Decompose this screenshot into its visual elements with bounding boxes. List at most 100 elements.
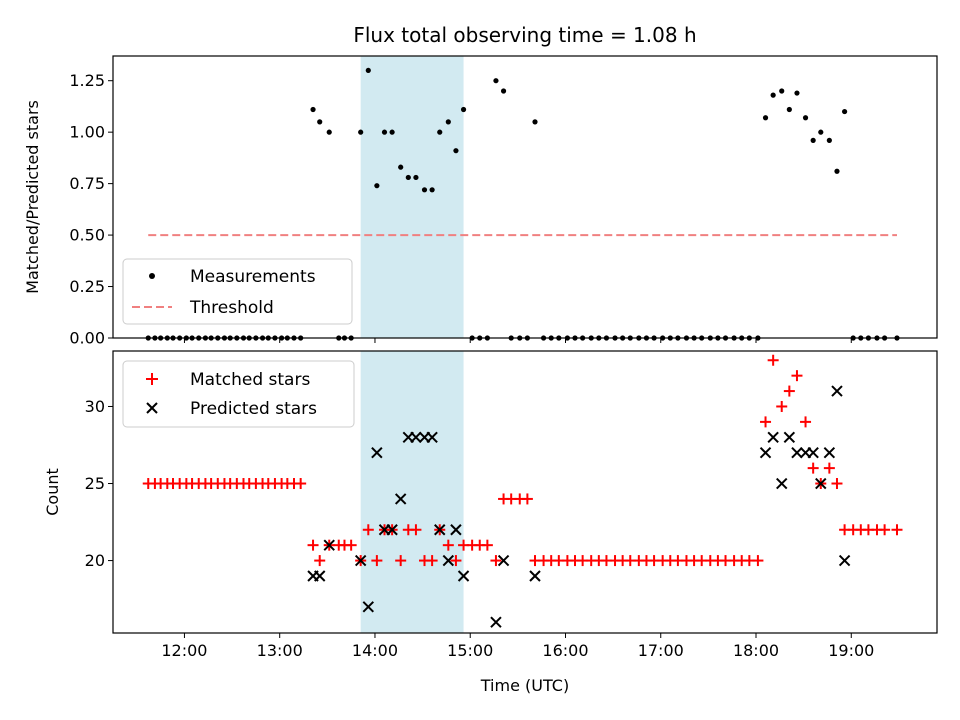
matched-star-point: [521, 493, 533, 505]
count-y-axis-label: Count: [43, 468, 62, 516]
predicted-star-point: [759, 446, 772, 459]
predicted-star-point: [323, 539, 335, 551]
predicted-star-point: [838, 554, 851, 567]
matched-star-point: [891, 524, 903, 536]
matched-star-point: [490, 555, 502, 567]
legend-predicted-label: Predicted stars: [190, 399, 317, 419]
predicted-star-point: [776, 477, 788, 490]
measurement-point: [310, 106, 316, 113]
predicted-star-point: [450, 524, 462, 536]
matched-star-point: [752, 555, 764, 567]
ratio-x-ticks: [183, 338, 852, 343]
y-tick-label: 1.00: [69, 123, 105, 142]
legend-matched-label: Matched stars: [190, 370, 310, 390]
measurement-point: [810, 137, 816, 143]
y-tick-label: 0.50: [69, 226, 105, 245]
predicted-star-point: [354, 554, 367, 567]
observing-window-shade-top: [360, 56, 464, 338]
count-x-ticks: 12:00 13:00 14:00 15:00 16:00 17:00 18:00 19:00: [161, 633, 874, 660]
measurement-point: [429, 187, 435, 193]
ratio-y-axis-label: Matched/Predicted stars: [23, 100, 42, 294]
y-tick-label: 0.00: [69, 329, 105, 348]
matched-star-point: [760, 416, 772, 428]
matched-star-point: [442, 539, 454, 551]
matched-star-point: [767, 354, 779, 366]
matched-star-point: [807, 462, 819, 474]
predicted-star-point: [394, 493, 407, 505]
x-tick-label: 17:00: [638, 641, 684, 660]
measurement-point: [500, 88, 507, 94]
predicted-star-point: [434, 524, 446, 536]
ratio-panel: 0.00 0.25 0.50 0.75 1.00 1.25 Matched/Predict…: [23, 55, 938, 348]
predicted-star-point: [791, 446, 803, 459]
measurement-point: [445, 119, 451, 125]
matched-star-point: [426, 555, 438, 567]
predicted-star-point: [497, 554, 510, 567]
measurement-point: [826, 137, 832, 143]
legend-threshold-label: Threshold: [189, 298, 274, 318]
matched-star-point: [450, 555, 462, 567]
measurement-point: [460, 106, 467, 113]
predicted-star-point: [410, 431, 422, 444]
measurement-point: [841, 108, 848, 115]
measurement-point: [358, 129, 364, 135]
predicted-star-point: [783, 431, 796, 444]
x-tick-label: 16:00: [542, 641, 588, 660]
measurement-point: [389, 129, 395, 135]
measurement-point: [802, 115, 809, 121]
matched-star-point: [791, 370, 803, 382]
measurement-point: [818, 129, 824, 135]
ratio-axes-frame: [112, 55, 938, 339]
measurement-point: [794, 90, 800, 96]
matched-star-point: [783, 385, 795, 397]
measurement-point: [326, 129, 332, 135]
predicted-star-point: [386, 524, 398, 536]
matched-star-point: [879, 524, 891, 536]
measurement-point: [421, 187, 428, 193]
x-tick-label: 14:00: [352, 641, 398, 660]
measurement-point: [532, 119, 538, 125]
predicted-star-point: [490, 616, 502, 628]
measurement-point: [398, 164, 404, 170]
measurement-point: [493, 78, 499, 84]
y-tick-label: 20: [85, 551, 105, 570]
legend-matched-marker: [146, 373, 158, 385]
matched-star-point: [295, 478, 307, 490]
predicted-star-point: [767, 431, 779, 444]
x-tick-label: 19:00: [828, 641, 874, 660]
matched-star-point: [395, 555, 407, 567]
ratio-legend: Measurements Threshold: [122, 258, 353, 325]
legend-measurements-marker: [149, 273, 155, 279]
matched-star-point: [314, 555, 326, 567]
chart-title: Flux total observing time = 1.08 h: [353, 23, 696, 47]
count-legend-box: [122, 360, 355, 428]
predicted-star-point: [371, 446, 383, 459]
y-tick-label: 1.25: [69, 71, 105, 90]
measurement-point: [834, 168, 840, 174]
measurement-point: [365, 67, 371, 74]
x-tick-label: 15:00: [447, 641, 493, 660]
predicted-star-point: [314, 570, 326, 582]
measurement-point: [779, 88, 785, 94]
matched-star-point: [481, 539, 493, 551]
predicted-star-point: [457, 570, 470, 582]
matched-star-point: [362, 524, 374, 536]
x-tick-label: 13:00: [257, 641, 303, 660]
predicted-star-point: [831, 385, 843, 397]
count-marks: [142, 354, 903, 628]
measurement-point: [381, 129, 388, 135]
predicted-star-point: [823, 446, 836, 459]
measurement-point: [405, 174, 411, 181]
matched-star-point: [831, 478, 843, 490]
matched-star-point: [410, 524, 422, 536]
count-panel: 20 25 30 12:00 13:00 14:00 15:00 16:00 17:00 18:…: [43, 350, 938, 660]
measurement-point: [786, 106, 792, 113]
count-axes-frame: [112, 350, 938, 634]
matched-star-point: [800, 416, 812, 428]
count-legend: Matched stars Predicted stars: [122, 360, 355, 428]
y-tick-label: 30: [85, 397, 105, 416]
x-tick-label: 18:00: [733, 641, 779, 660]
observing-window-shade-bottom: [360, 351, 464, 633]
measurement-point: [453, 148, 459, 154]
